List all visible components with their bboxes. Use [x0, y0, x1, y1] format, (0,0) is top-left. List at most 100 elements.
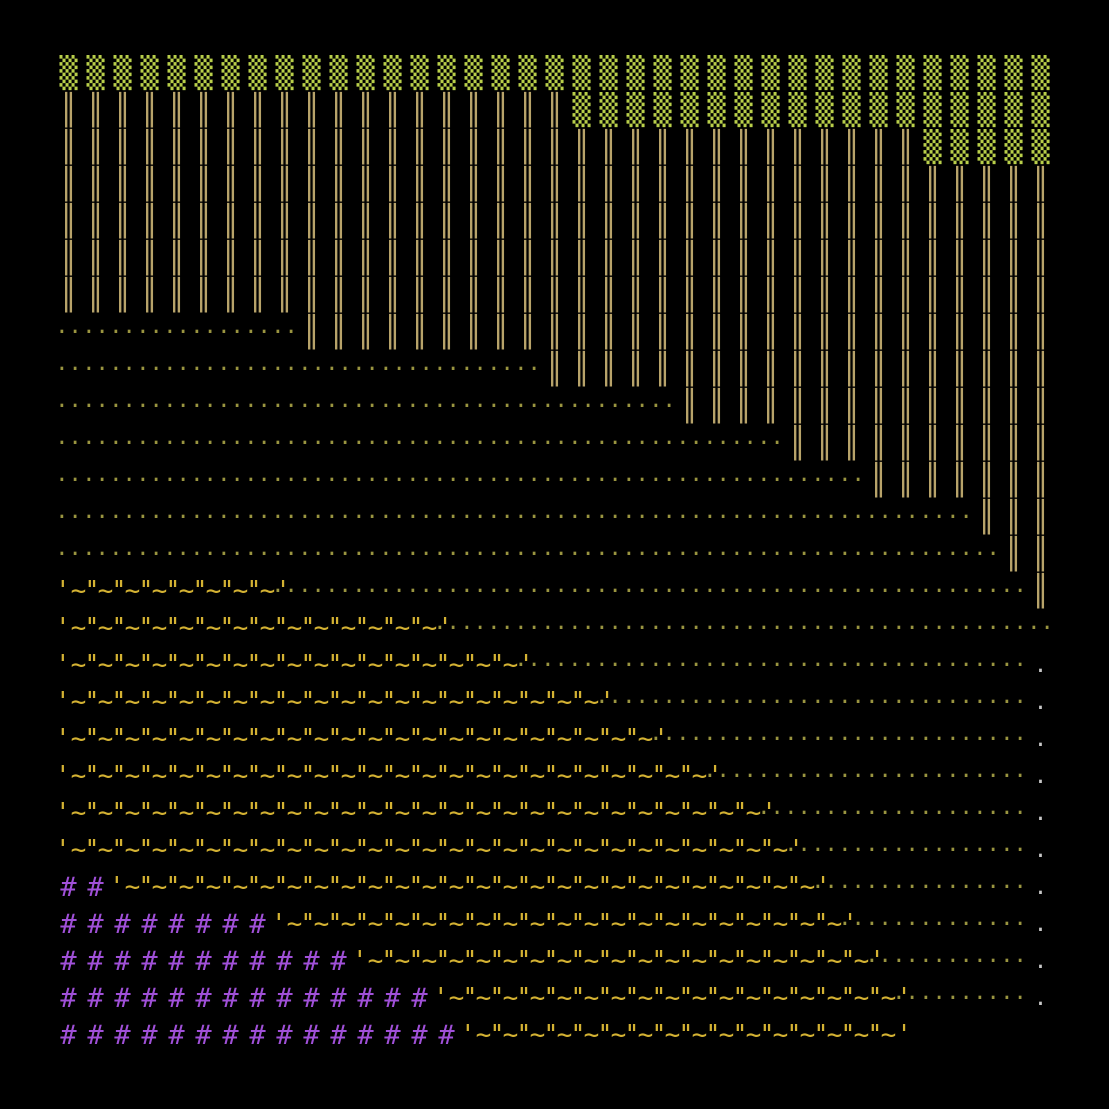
wave-glyph: '~' [406, 835, 453, 865]
dots-glyph: ·· [703, 653, 730, 678]
bar-glyph: ║ [815, 389, 834, 424]
wave-glyph: '~' [703, 909, 750, 939]
dots-glyph: ·· [325, 542, 352, 567]
bar-glyph: ║ [572, 167, 591, 202]
hash-glyph: # [141, 1020, 158, 1051]
wave-glyph: '~' [82, 687, 129, 717]
dots-glyph: ·· [676, 616, 703, 641]
block-glyph: ▒ [815, 56, 834, 91]
hash-glyph: # [114, 983, 131, 1014]
dots-glyph: ·· [757, 690, 784, 715]
dots-glyph: ·· [946, 690, 973, 715]
dots-glyph: ·· [82, 320, 109, 345]
bar-glyph: ║ [707, 389, 726, 424]
dots-glyph: ·· [1000, 764, 1027, 789]
block-glyph: ▒ [761, 56, 780, 91]
wave-glyph: '~' [703, 946, 750, 976]
dots-glyph: ·· [568, 542, 595, 567]
hash-glyph: # [303, 983, 320, 1014]
block-glyph: ▒ [572, 93, 591, 128]
wave-glyph: '~' [811, 946, 858, 976]
wave-glyph: '~' [811, 1020, 858, 1050]
dots-glyph: ·· [784, 801, 811, 826]
wave-glyph: '~' [136, 576, 183, 606]
dots-glyph: ·· [244, 394, 271, 419]
wave-glyph: '~' [487, 872, 534, 902]
bar-glyph: ║ [977, 167, 996, 202]
dots-glyph: ·· [865, 949, 892, 974]
bar-glyph: ║ [86, 278, 105, 313]
hash-glyph: # [168, 946, 185, 977]
wave-glyph: '~' [541, 687, 588, 717]
wave-glyph: '~' [298, 687, 345, 717]
wave-glyph: '~' [460, 724, 507, 754]
bar-glyph: ║ [896, 167, 915, 202]
wave-glyph: '~' [541, 983, 588, 1013]
dots-glyph: ·· [541, 653, 568, 678]
dots-glyph: ·· [973, 764, 1000, 789]
dots-glyph: ·· [487, 468, 514, 493]
block-glyph: ▒ [815, 93, 834, 128]
dots-glyph: ·· [298, 468, 325, 493]
dots-glyph: ·· [163, 320, 190, 345]
dots-glyph: ·· [784, 727, 811, 752]
wave-glyph: '~' [676, 761, 723, 791]
bar-glyph: ║ [572, 352, 591, 387]
wave-glyph: '~' [514, 761, 561, 791]
dots-glyph: ·· [865, 727, 892, 752]
dots-glyph: ·· [217, 357, 244, 382]
wave-glyph: '~' [541, 798, 588, 828]
bar-glyph: ║ [59, 167, 78, 202]
bar-glyph: ║ [950, 278, 969, 313]
bar-glyph: ║ [734, 130, 753, 165]
wave-glyph: '~' [190, 724, 237, 754]
dots-glyph: ·· [163, 357, 190, 382]
dots-glyph: ·· [757, 616, 784, 641]
dots-glyph: ·· [514, 394, 541, 419]
dots-glyph: ·· [298, 579, 325, 604]
wave-glyph: '~' [460, 909, 507, 939]
wave-glyph: '~' [757, 835, 804, 865]
hash-glyph: # [141, 946, 158, 977]
wave-glyph: '~' [838, 983, 885, 1013]
wave-glyph: '~' [136, 613, 183, 643]
bar-glyph: ║ [221, 130, 240, 165]
bar-glyph: ║ [1004, 241, 1023, 276]
hash-glyph: # [330, 1020, 347, 1051]
bar-glyph: ║ [815, 241, 834, 276]
dots-glyph: ·· [1000, 727, 1027, 752]
bar-glyph: ║ [761, 315, 780, 350]
dots-glyph: ·· [460, 431, 487, 456]
wave-glyph: '~' [649, 983, 696, 1013]
hash-glyph: # [222, 1020, 239, 1051]
dots-glyph: ·· [892, 505, 919, 530]
dots-glyph: ·· [946, 653, 973, 678]
dots-glyph: ·· [865, 764, 892, 789]
bar-glyph: ║ [1004, 463, 1023, 498]
dots-glyph: ·· [919, 801, 946, 826]
wave-glyph: '~' [622, 872, 669, 902]
dots-glyph: ·· [946, 727, 973, 752]
hash-glyph: # [384, 1020, 401, 1051]
bar-glyph: ║ [761, 241, 780, 276]
wave-glyph: '~' [433, 687, 480, 717]
wave-glyph: '~' [487, 983, 534, 1013]
dots-glyph: ·· [1027, 616, 1054, 641]
bar-glyph: ║ [1031, 500, 1050, 535]
bar-glyph: ║ [923, 278, 942, 313]
dots-glyph: ·· [595, 542, 622, 567]
bar-glyph: ║ [221, 204, 240, 239]
wave-glyph: '~' [514, 835, 561, 865]
wave-glyph: '~' [244, 650, 291, 680]
wave-glyph: '~' [271, 724, 318, 754]
wave-glyph: '~' [82, 724, 129, 754]
dots-glyph: ·· [919, 727, 946, 752]
bar-glyph: ║ [842, 167, 861, 202]
bar-glyph: ║ [464, 315, 483, 350]
bar-glyph: ║ [518, 241, 537, 276]
wave-glyph: '~' [676, 798, 723, 828]
bar-glyph: ║ [761, 167, 780, 202]
wave-glyph: '~' [217, 613, 264, 643]
dots-glyph: ·· [406, 468, 433, 493]
dots-glyph: ·· [757, 431, 784, 456]
